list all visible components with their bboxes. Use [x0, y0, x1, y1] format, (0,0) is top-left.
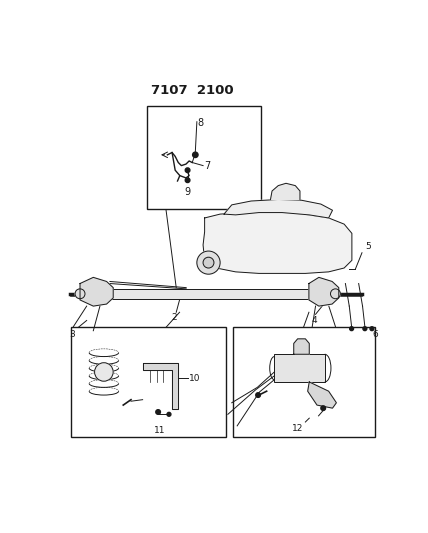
Polygon shape	[308, 382, 336, 408]
Circle shape	[95, 363, 113, 381]
Circle shape	[185, 178, 190, 182]
Circle shape	[185, 168, 190, 173]
Text: 4: 4	[311, 316, 317, 325]
Bar	[274, 354, 325, 382]
Polygon shape	[143, 363, 178, 409]
Text: 1: 1	[94, 282, 100, 292]
Text: 7107  2100: 7107 2100	[152, 84, 234, 96]
Circle shape	[193, 152, 198, 158]
Text: 8: 8	[198, 118, 204, 128]
Text: 12: 12	[292, 424, 304, 433]
Circle shape	[330, 289, 340, 298]
Circle shape	[156, 410, 160, 414]
Text: 3: 3	[69, 330, 75, 339]
Text: 10: 10	[189, 374, 201, 383]
Text: 9: 9	[184, 187, 190, 197]
Polygon shape	[270, 183, 300, 199]
Bar	[233, 327, 375, 437]
Text: 2: 2	[172, 313, 177, 322]
Text: 5: 5	[365, 241, 371, 251]
Circle shape	[197, 251, 220, 274]
Circle shape	[203, 257, 214, 268]
Circle shape	[75, 289, 85, 298]
Text: 11: 11	[154, 426, 166, 435]
Bar	[80, 289, 336, 298]
Polygon shape	[224, 199, 333, 218]
Circle shape	[167, 413, 171, 416]
Circle shape	[363, 327, 367, 330]
Circle shape	[256, 393, 260, 398]
Circle shape	[321, 406, 326, 410]
Polygon shape	[80, 277, 113, 306]
Polygon shape	[294, 339, 309, 354]
Polygon shape	[309, 277, 339, 306]
Text: 6: 6	[373, 330, 378, 339]
Bar	[71, 327, 226, 437]
Bar	[146, 106, 261, 209]
Polygon shape	[203, 212, 352, 273]
Circle shape	[350, 327, 354, 330]
Circle shape	[370, 327, 374, 330]
Text: 7: 7	[204, 160, 210, 171]
